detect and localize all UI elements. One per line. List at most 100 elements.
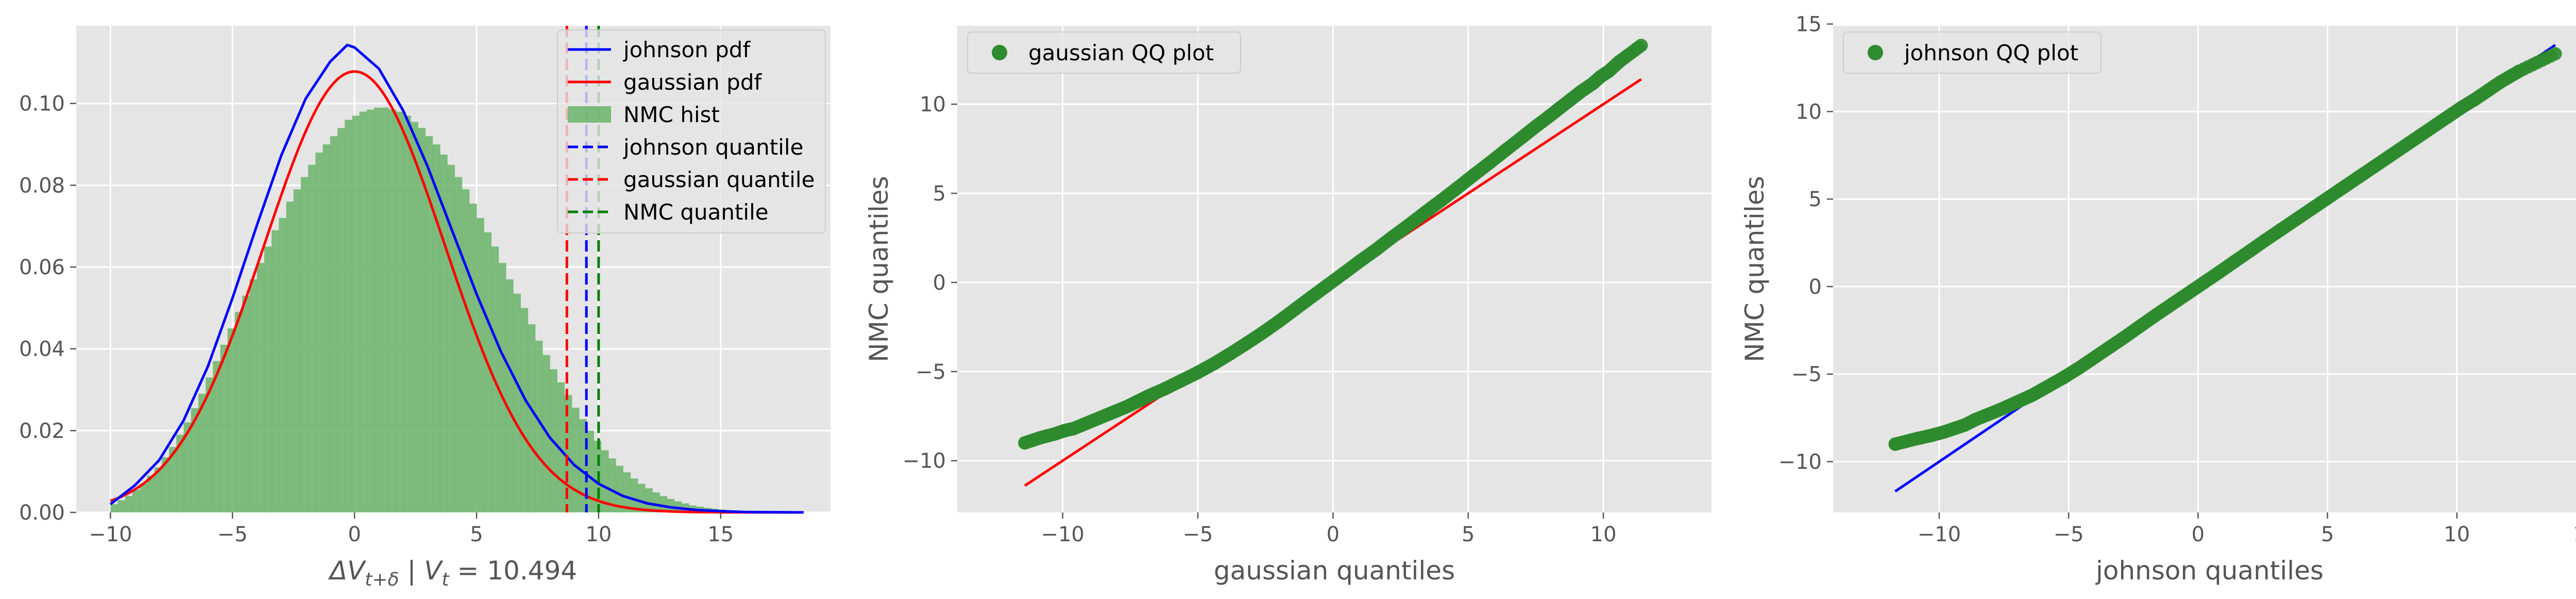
- hist-bar: [161, 457, 170, 512]
- hist-bar: [279, 218, 287, 512]
- qq-point: [2468, 92, 2482, 106]
- hist-bar: [110, 504, 118, 512]
- qq-point: [1131, 394, 1145, 408]
- hist-bar: [117, 500, 126, 512]
- qq-point: [2512, 64, 2526, 78]
- y-tick-label: −10: [1778, 451, 1822, 474]
- x-tick-label: 0: [348, 523, 361, 546]
- y-axis-label: NMC quantiles: [864, 176, 894, 362]
- qq-point: [2351, 170, 2365, 184]
- qq-point: [1256, 326, 1269, 340]
- legend-label: johnson quantile: [623, 135, 803, 160]
- qq-point: [2165, 297, 2179, 311]
- x-tick-label: 5: [1462, 523, 1475, 546]
- qq-point: [1418, 206, 1432, 220]
- hist-bar: [418, 128, 426, 512]
- hist-bar: [484, 232, 492, 512]
- hist-bar: [505, 279, 514, 512]
- y-tick-label: 0.00: [19, 501, 65, 525]
- x-tick-label: 5: [2321, 523, 2334, 546]
- hist-bar: [308, 164, 316, 512]
- qq-points: [1888, 47, 2562, 451]
- qq-point: [1981, 407, 1995, 421]
- y-tick-label: 15: [1795, 13, 1822, 37]
- qq-point: [2481, 84, 2495, 97]
- x-tick-label: 0: [2192, 523, 2205, 546]
- hist-bar: [154, 467, 162, 512]
- hist-bar: [264, 246, 272, 512]
- qq-point: [2181, 287, 2195, 301]
- y-tick-label: 0.04: [19, 338, 65, 361]
- gaussian-qq-panel: −10 −5 0 5 10 −10 −5 0 5 10 gaussian quantiles NMC …: [864, 26, 1711, 586]
- qq-point: [2227, 255, 2241, 269]
- hist-bar: [454, 177, 463, 513]
- qq-point: [1888, 437, 1902, 451]
- x-axis-label-part: | V: [399, 556, 444, 586]
- y-tick-label: 5: [933, 182, 946, 206]
- hist-bar: [352, 115, 360, 513]
- qq-point: [1634, 39, 1648, 53]
- hist-bar: [293, 189, 301, 512]
- hist-bar: [300, 177, 309, 513]
- qq-points: [1018, 39, 1648, 450]
- legend-box: [557, 29, 826, 234]
- y-tick-label: 0.06: [19, 256, 65, 279]
- hist-bar: [616, 465, 623, 512]
- hist-bar: [623, 472, 631, 512]
- qq-point: [1272, 314, 1286, 328]
- qq-point: [1369, 242, 1383, 256]
- qq-point: [1543, 109, 1556, 123]
- qq-point: [1047, 427, 1061, 441]
- qq-point: [2119, 329, 2132, 343]
- hist-bar: [528, 324, 536, 512]
- qq-point: [1515, 130, 1529, 144]
- y-tick-label: 0: [933, 271, 946, 295]
- hist-bar: [513, 293, 521, 512]
- y-tick-label: 0: [1809, 275, 1822, 299]
- qq-point: [1450, 181, 1464, 195]
- hist-bar: [571, 407, 580, 512]
- qq-point: [2336, 181, 2350, 195]
- qq-point: [2305, 202, 2319, 215]
- hist-bar: [366, 109, 375, 513]
- qq-point: [2057, 371, 2071, 385]
- hist-bar: [374, 107, 382, 512]
- qq-point: [1142, 389, 1156, 403]
- hist-bar: [630, 478, 638, 512]
- qq-point: [2290, 212, 2303, 226]
- hist-bar: [257, 263, 265, 512]
- qq-point: [2103, 340, 2117, 354]
- qq-point: [1110, 404, 1124, 418]
- hist-bar: [388, 109, 397, 513]
- qq-point: [1121, 400, 1134, 413]
- hist-bar: [140, 484, 147, 512]
- x-axis-label: ΔVt+δ | Vt = 10.494: [328, 556, 577, 590]
- y-axis-label: NMC quantiles: [1740, 176, 1770, 362]
- qq-point: [1434, 193, 1448, 207]
- qq-point: [1175, 374, 1189, 388]
- y-tick-label: 0.08: [19, 174, 65, 197]
- johnson-qq-panel: −10 −5 0 5 10 15 −10 −5 0 5 10 15 johnson quantiles N…: [1740, 13, 2576, 586]
- y-tick-label: 5: [1809, 188, 1822, 211]
- hist-bar: [337, 128, 345, 512]
- hist-bar: [425, 136, 433, 512]
- hist-bar: [272, 230, 279, 512]
- x-tick-label: 10: [585, 523, 612, 546]
- qq-point: [1938, 425, 1952, 439]
- hist-bar: [315, 152, 324, 512]
- hist-bar: [213, 361, 221, 512]
- hist-bar: [447, 164, 455, 512]
- hist-bar: [432, 144, 440, 512]
- hist-bar: [645, 488, 653, 512]
- legend-label: gaussian QQ plot: [1028, 40, 1214, 65]
- x-tick-label: 15: [707, 523, 734, 546]
- y-tick-label: −5: [916, 360, 946, 384]
- qq-point: [1191, 365, 1205, 379]
- x-tick-label: −10: [1041, 523, 1084, 546]
- qq-point: [2134, 319, 2148, 332]
- qq-point: [2212, 265, 2226, 279]
- qq-point: [1099, 408, 1113, 422]
- legend-label: gaussian pdf: [623, 70, 762, 95]
- qq-point: [2072, 361, 2086, 375]
- qq-point: [1320, 278, 1334, 292]
